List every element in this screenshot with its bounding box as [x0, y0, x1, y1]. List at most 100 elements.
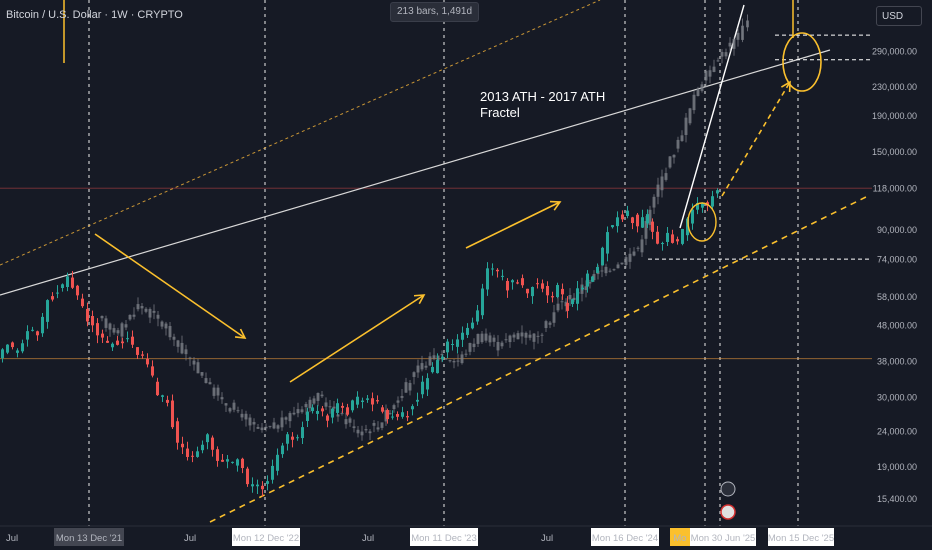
time-tick-label: Mon 13 Dec '21 — [56, 533, 122, 544]
event-icon[interactable] — [720, 481, 736, 497]
ghost-candle — [180, 342, 184, 354]
currency-button[interactable]: USD — [876, 6, 922, 26]
down-arrow-2022-head — [234, 328, 247, 339]
ghost-candle — [632, 251, 636, 256]
candle — [331, 408, 334, 418]
price-tick-label: 90,000.00 — [877, 225, 917, 235]
candle — [451, 344, 454, 346]
ghost-candle — [736, 32, 740, 40]
time-axis: Jul Mon 13 Dec '21 Jul Mon 12 Dec '22 Jul Mon… — [0, 525, 932, 550]
flag-icon[interactable] — [720, 504, 736, 520]
projection-arrow-2025[interactable] — [721, 81, 791, 197]
fractal-annotation[interactable]: 2013 ATH - 2017 ATH Fractel — [480, 89, 605, 121]
ghost-candle — [112, 328, 116, 333]
candle — [396, 414, 399, 417]
ghost-candle — [140, 305, 144, 309]
candle — [586, 273, 589, 287]
ghost-candle — [704, 70, 708, 81]
candle — [626, 210, 629, 216]
candle — [666, 232, 669, 242]
candle — [66, 276, 69, 288]
ghost-candle — [732, 38, 736, 49]
ghost-candle — [360, 431, 364, 436]
ghost-candle — [444, 358, 448, 360]
time-tick-badge — [670, 528, 690, 546]
ghost-candle — [720, 51, 724, 57]
ghost-candle — [220, 397, 224, 400]
candle — [556, 285, 559, 298]
ghost-candle — [432, 355, 436, 359]
candle — [101, 333, 104, 338]
candle — [181, 443, 184, 448]
time-tick-label: Mon 11 Dec '23 — [411, 533, 477, 544]
ghost-candle — [692, 94, 696, 111]
ghost-candle — [408, 382, 412, 391]
up-arrow-2023[interactable] — [289, 294, 425, 383]
candle — [701, 203, 704, 208]
candle — [466, 327, 469, 335]
price-tick-label: 19,000.00 — [877, 462, 917, 472]
ghost-candle — [588, 282, 592, 284]
ghost-candle — [600, 270, 604, 272]
time-tick-badge — [690, 528, 756, 546]
candle — [126, 338, 129, 340]
ghost-candle — [396, 400, 400, 403]
ghost-candle — [540, 334, 544, 336]
candle — [156, 381, 159, 396]
ghost-candle — [304, 404, 308, 408]
candle — [61, 284, 64, 289]
ghost-candle — [240, 413, 244, 418]
ghost-candle — [380, 422, 384, 428]
ghost-candle — [668, 156, 672, 168]
ghost-candle — [228, 408, 232, 412]
ghost-candle — [252, 422, 256, 425]
candle — [51, 296, 54, 300]
time-tick-badge — [410, 528, 478, 546]
ghost-candle — [460, 354, 464, 364]
candle — [96, 323, 99, 336]
candle — [256, 484, 259, 487]
ghost-candle — [536, 335, 540, 337]
ghost-candle — [480, 333, 484, 343]
candle — [291, 436, 294, 440]
projection-arrow-2025-head — [780, 80, 791, 93]
candle — [1, 349, 4, 359]
ghost-candle — [260, 427, 264, 431]
up-arrow-2024[interactable] — [465, 201, 561, 249]
ghost-candle — [636, 247, 640, 249]
candle — [576, 288, 579, 304]
ghost-candle — [728, 42, 732, 47]
up-arrow-2023-head — [413, 294, 426, 305]
ghost-candle — [664, 173, 668, 180]
ghost-candle — [672, 154, 676, 158]
ghost-candle — [688, 108, 692, 124]
candle — [16, 350, 19, 353]
ghost-candle — [524, 332, 528, 338]
breakout-circle[interactable] — [687, 202, 717, 242]
ghost-candle — [400, 396, 404, 398]
ghost-candle — [148, 309, 152, 318]
candle — [376, 400, 379, 402]
ghost-candle — [284, 417, 288, 420]
down-arrow-2022[interactable] — [94, 233, 246, 339]
ghost-candle — [280, 417, 284, 428]
candle — [11, 342, 14, 348]
candle — [526, 288, 529, 294]
candle — [501, 275, 504, 277]
target-circle[interactable] — [782, 32, 822, 92]
time-tick-label: Jul — [184, 533, 196, 544]
ghost-candle — [224, 403, 228, 406]
candle — [121, 341, 124, 344]
price-tick-label: 74,000.00 — [877, 255, 917, 265]
candle — [456, 339, 459, 347]
candle — [141, 354, 144, 356]
ghost-candle — [120, 323, 124, 337]
ghost-candle — [700, 84, 704, 91]
ghost-candle — [644, 220, 648, 239]
ghost-candle — [476, 333, 480, 344]
candle — [221, 459, 224, 462]
candle — [616, 217, 619, 227]
ghost-candle — [424, 365, 428, 368]
